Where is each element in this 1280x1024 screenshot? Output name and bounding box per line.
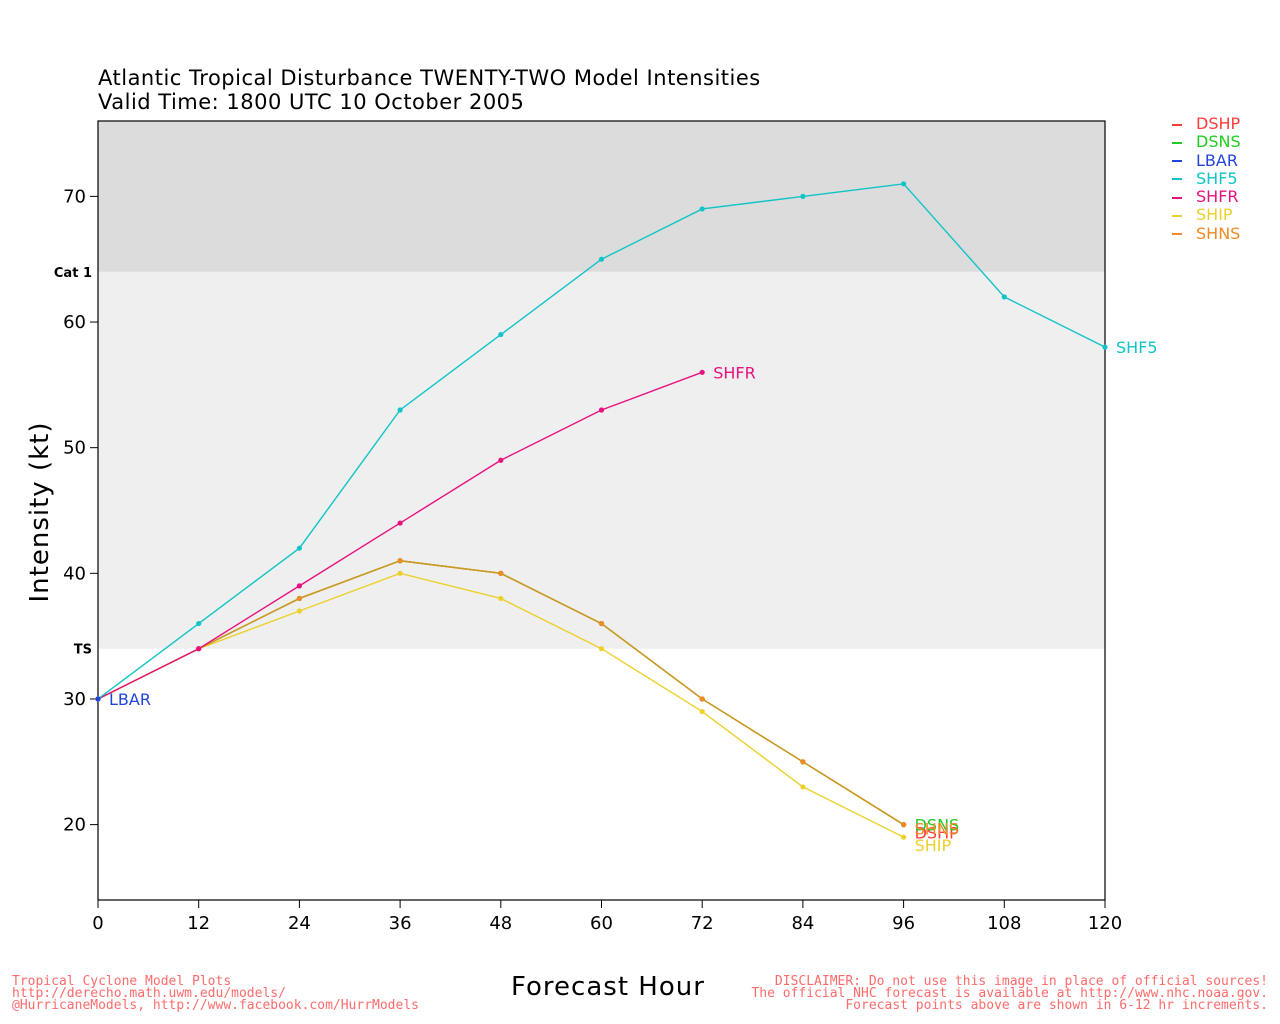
- data-point-shns: [699, 696, 705, 702]
- legend-label: LBAR: [1196, 150, 1238, 170]
- x-tick-label: 0: [92, 913, 103, 934]
- data-point-shf5: [397, 407, 403, 413]
- x-tick-label: 24: [288, 913, 311, 934]
- data-point-ship: [296, 608, 302, 614]
- x-tick-label: 12: [187, 913, 210, 934]
- legend-swatch: [1172, 178, 1182, 181]
- legend: DSHP DSNS LBAR SHF5 SHFR SHIP SHNS: [1172, 114, 1241, 243]
- legend-item-shns: SHNS: [1172, 223, 1241, 243]
- footer-credits: Tropical Cyclone Model Plots http://derec…: [12, 974, 419, 1013]
- legend-label: SHNS: [1196, 223, 1241, 243]
- data-point-shfr: [598, 407, 605, 413]
- data-point-shf5: [800, 193, 806, 199]
- data-point-ship: [598, 646, 605, 652]
- data-point-shf5: [598, 256, 605, 262]
- legend-label: DSNS: [1196, 132, 1241, 152]
- data-point-shns: [498, 570, 504, 576]
- data-point-ship: [901, 834, 907, 840]
- data-point-shf5: [1001, 294, 1007, 300]
- data-point-shfr: [296, 583, 302, 589]
- legend-item-ship: SHIP: [1172, 206, 1241, 224]
- legend-swatch: [1172, 233, 1182, 236]
- x-tick-label: 36: [389, 913, 412, 934]
- footer-disclaimer-line: Forecast points above are shown in 6-12 …: [845, 998, 1268, 1013]
- data-point-shns: [397, 558, 403, 564]
- footer-credit-line: @HurricaneModels, http://www.facebook.co…: [12, 998, 419, 1013]
- data-point-shns: [800, 759, 806, 765]
- data-point-shf5: [196, 620, 202, 627]
- data-point-shfr: [196, 646, 202, 652]
- x-tick-label: 72: [691, 913, 714, 934]
- footer-disclaimer: DISCLAIMER: Do not use this image in pla…: [751, 974, 1268, 1013]
- data-point-ship: [699, 708, 705, 715]
- data-point-shns: [901, 822, 907, 828]
- legend-swatch: [1172, 123, 1182, 126]
- x-tick-label: 48: [489, 913, 512, 934]
- data-point-shns: [598, 620, 605, 627]
- threshold-label: Cat 1: [54, 266, 92, 281]
- y-tick-label: 70: [63, 186, 86, 207]
- x-tick-label: 96: [892, 913, 915, 934]
- legend-item-dsns: DSNS: [1172, 133, 1241, 151]
- y-axis-label: Intensity (kt): [25, 421, 55, 603]
- series-end-label-shf5: SHF5: [1116, 338, 1158, 357]
- series-end-label-dshp: DSHP: [915, 824, 960, 843]
- intensity-band: [98, 121, 1105, 272]
- chart-title: Atlantic Tropical Disturbance TWENTY-TWO…: [98, 66, 761, 90]
- legend-swatch: [1172, 141, 1182, 144]
- data-point-lbar: [95, 696, 101, 702]
- x-axis-label: Forecast Hour: [511, 972, 705, 1002]
- chart-subtitle: Valid Time: 1800 UTC 10 October 2005: [98, 90, 525, 114]
- legend-label: SHIP: [1196, 205, 1233, 225]
- series-end-label-ship: SHIP: [915, 836, 952, 855]
- data-point-ship: [800, 784, 806, 790]
- intensity-band: [98, 648, 1105, 900]
- footer-credit-line: Tropical Cyclone Model Plots: [12, 974, 232, 989]
- data-point-shfr: [699, 369, 705, 375]
- y-tick-label: 30: [63, 689, 86, 710]
- threshold-label: TS: [74, 643, 92, 658]
- footer-disclaimer-line: DISCLAIMER: Do not use this image in pla…: [774, 974, 1268, 989]
- legend-item-lbar: LBAR: [1172, 150, 1241, 170]
- data-point-shf5: [1102, 344, 1108, 350]
- data-point-shf5: [498, 331, 504, 338]
- series-end-label-dsns: DSNS: [915, 816, 960, 835]
- data-point-ship: [498, 595, 504, 602]
- intensity-band: [98, 271, 1105, 649]
- data-point-shf5: [901, 181, 907, 187]
- series-end-label-shns: SHNS: [915, 820, 959, 839]
- legend-item-shf5: SHF5: [1172, 168, 1241, 188]
- data-point-shfr: [397, 520, 403, 526]
- data-point-shf5: [296, 545, 302, 551]
- legend-swatch: [1172, 214, 1182, 217]
- data-point-shf5: [699, 206, 705, 212]
- legend-swatch: [1172, 196, 1182, 199]
- legend-item-shfr: SHFR: [1172, 188, 1241, 206]
- legend-item-dshp: DSHP: [1172, 114, 1241, 133]
- legend-swatch: [1172, 160, 1182, 163]
- data-point-ship: [397, 570, 403, 576]
- series-end-label-shfr: SHFR: [713, 363, 756, 382]
- data-point-shns: [296, 595, 302, 602]
- y-tick-label: 50: [63, 438, 86, 459]
- legend-label: SHF5: [1196, 168, 1238, 188]
- x-tick-label: 108: [987, 913, 1021, 934]
- footer-disclaimer-line: The official NHC forecast is available a…: [751, 986, 1268, 1001]
- x-tick-label: 84: [791, 913, 814, 934]
- y-tick-label: 60: [63, 312, 86, 333]
- legend-label: SHFR: [1196, 187, 1239, 207]
- legend-label: DSHP: [1196, 114, 1241, 133]
- series-end-label-lbar: LBAR: [109, 690, 151, 709]
- data-point-shfr: [498, 457, 504, 463]
- footer-credit-line: http://derecho.math.uwm.edu/models/: [12, 986, 286, 1001]
- x-tick-label: 60: [590, 913, 613, 934]
- x-tick-label: 120: [1088, 913, 1122, 934]
- y-tick-label: 20: [63, 815, 86, 836]
- y-tick-label: 40: [63, 563, 86, 584]
